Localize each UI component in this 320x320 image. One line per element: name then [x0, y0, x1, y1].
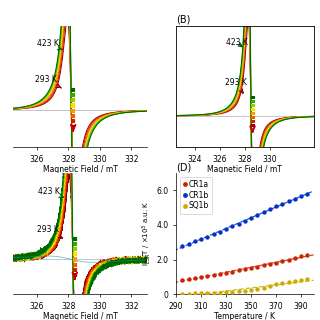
- Text: 293 K: 293 K: [225, 78, 247, 93]
- Point: [274, 282, 279, 287]
- Point: [198, 291, 204, 296]
- Point: [205, 291, 210, 296]
- Legend: CR1a, CR1b, SQ1b: CR1a, CR1b, SQ1b: [180, 177, 212, 213]
- Point: [236, 221, 241, 226]
- Point: [205, 274, 210, 279]
- X-axis label: Magnetic Field / mT: Magnetic Field / mT: [43, 165, 117, 174]
- Point: [186, 241, 191, 246]
- Point: [180, 243, 185, 248]
- Point: [267, 284, 272, 289]
- Point: [242, 288, 247, 293]
- Point: [236, 268, 241, 273]
- Point: [249, 216, 254, 221]
- Point: [198, 236, 204, 242]
- Point: [261, 210, 266, 215]
- Point: [249, 265, 254, 270]
- Point: [255, 287, 260, 292]
- Text: (D): (D): [176, 162, 191, 172]
- Point: [211, 290, 216, 295]
- Point: [280, 201, 285, 206]
- Point: [261, 263, 266, 268]
- Point: [286, 198, 291, 204]
- Point: [292, 196, 297, 201]
- Point: [299, 277, 304, 283]
- Point: [211, 273, 216, 278]
- Point: [267, 261, 272, 267]
- Point: [223, 290, 228, 295]
- Point: [192, 239, 197, 244]
- Point: [192, 291, 197, 296]
- Point: [280, 281, 285, 286]
- Point: [180, 277, 185, 282]
- Point: [211, 232, 216, 237]
- Point: [186, 291, 191, 296]
- Point: [217, 229, 222, 235]
- Point: [186, 276, 191, 281]
- Point: [255, 264, 260, 269]
- Text: 293 K: 293 K: [35, 75, 61, 88]
- Point: [249, 287, 254, 292]
- Text: 423 K: 423 K: [38, 187, 63, 197]
- Point: [305, 252, 310, 257]
- X-axis label: Magnetic Field / mT: Magnetic Field / mT: [207, 165, 282, 174]
- Point: [242, 267, 247, 272]
- Point: [223, 270, 228, 275]
- X-axis label: Magnetic Field / mT: Magnetic Field / mT: [43, 312, 117, 320]
- Text: (B): (B): [176, 15, 190, 25]
- Point: [286, 257, 291, 262]
- Point: [305, 191, 310, 196]
- Text: 423 K: 423 K: [36, 39, 61, 50]
- Point: [198, 275, 204, 280]
- Point: [217, 271, 222, 276]
- Point: [299, 194, 304, 199]
- Point: [274, 204, 279, 209]
- Point: [255, 213, 260, 218]
- Point: [305, 277, 310, 282]
- Point: [217, 290, 222, 295]
- Point: [236, 289, 241, 294]
- Y-axis label: I$_{ESR}$T / ×10$^{3}$ a.u. K: I$_{ESR}$T / ×10$^{3}$ a.u. K: [141, 201, 154, 266]
- Point: [292, 278, 297, 284]
- Point: [292, 255, 297, 260]
- Point: [267, 207, 272, 212]
- Point: [230, 289, 235, 294]
- Text: 293 K: 293 K: [36, 225, 62, 238]
- Point: [230, 269, 235, 274]
- Point: [274, 260, 279, 265]
- Point: [230, 224, 235, 229]
- Point: [261, 285, 266, 290]
- Point: [299, 254, 304, 259]
- Point: [242, 219, 247, 224]
- Point: [192, 275, 197, 280]
- Point: [180, 291, 185, 296]
- Point: [205, 234, 210, 239]
- Point: [280, 259, 285, 264]
- Text: 423 K: 423 K: [226, 38, 248, 47]
- X-axis label: Temperature / K: Temperature / K: [214, 312, 275, 320]
- Point: [223, 227, 228, 232]
- Point: [286, 279, 291, 284]
